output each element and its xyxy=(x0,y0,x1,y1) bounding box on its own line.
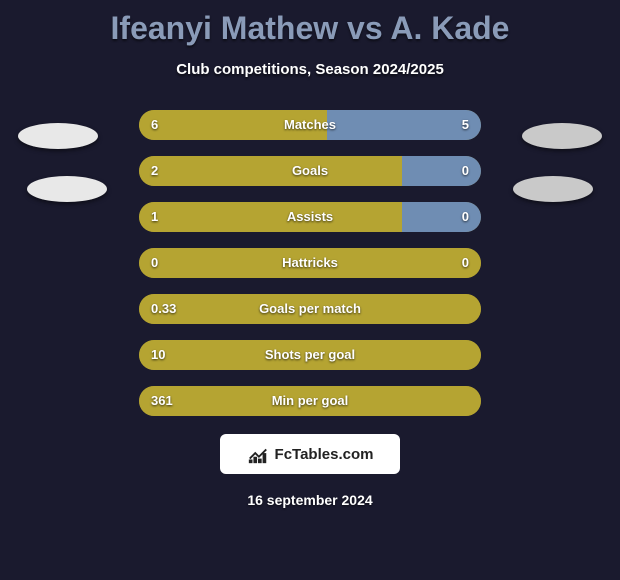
stat-bar: 0.33Goals per match xyxy=(139,294,481,324)
bar-label: Assists xyxy=(139,202,481,232)
bar-label: Hattricks xyxy=(139,248,481,278)
stat-bar: 65Matches xyxy=(139,110,481,140)
stats-bars: 65Matches 20Goals 10Assists 00Hattricks 0.33… xyxy=(0,110,620,416)
bar-label: Goals per match xyxy=(139,294,481,324)
player-badge-right xyxy=(522,123,602,149)
stat-bar: 20Goals xyxy=(139,156,481,186)
chart-icon xyxy=(247,443,269,465)
brand-text: FcTables.com xyxy=(275,446,374,463)
player-badge-left xyxy=(18,123,98,149)
page-title: Ifeanyi Mathew vs A. Kade xyxy=(0,0,620,47)
player-badge-right xyxy=(513,176,593,202)
stat-bar: 00Hattricks xyxy=(139,248,481,278)
brand-logo: FcTables.com xyxy=(220,434,400,474)
bar-label: Min per goal xyxy=(139,386,481,416)
bar-label: Matches xyxy=(139,110,481,140)
stat-bar: 10Assists xyxy=(139,202,481,232)
subtitle: Club competitions, Season 2024/2025 xyxy=(0,61,620,78)
bar-label: Shots per goal xyxy=(139,340,481,370)
bar-label: Goals xyxy=(139,156,481,186)
footer-date: 16 september 2024 xyxy=(0,492,620,508)
stat-bar: 361Min per goal xyxy=(139,386,481,416)
player-badge-left xyxy=(27,176,107,202)
stat-bar: 10Shots per goal xyxy=(139,340,481,370)
